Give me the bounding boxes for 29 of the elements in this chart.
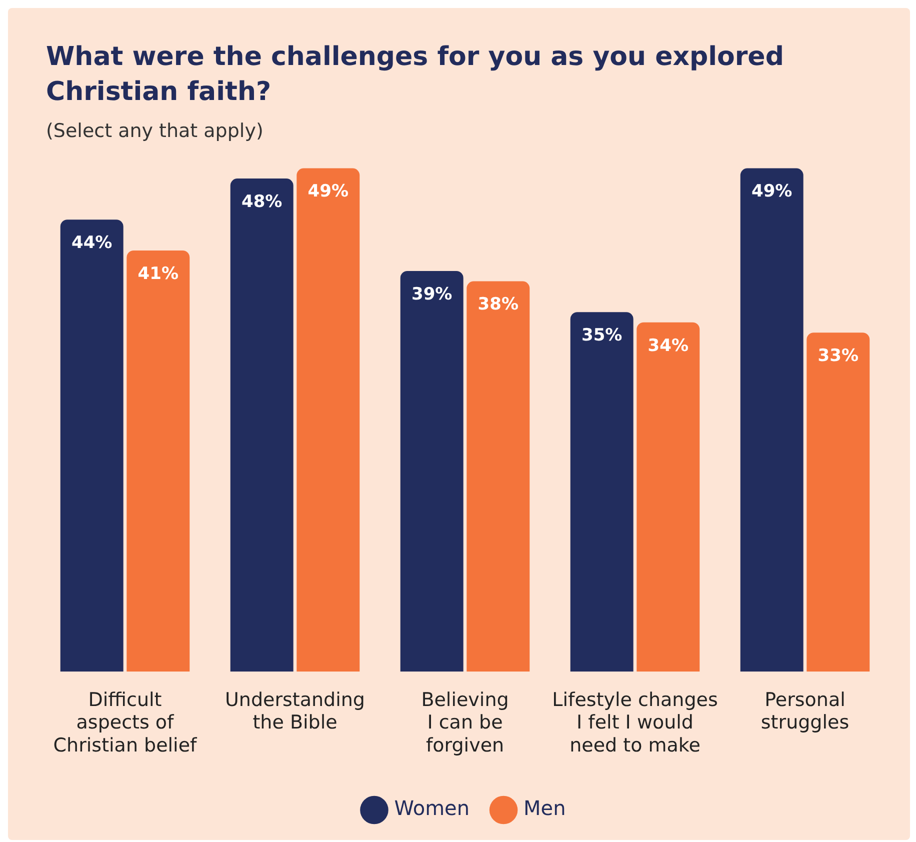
x-tick-label: Personal struggles	[760, 688, 850, 734]
data-label: 41%	[138, 264, 178, 284]
bar	[570, 312, 634, 672]
chart-subtitle: (Select any that apply)	[46, 120, 264, 142]
data-label: 34%	[648, 336, 688, 356]
x-tick-label: Difficult aspects of Christian belief	[53, 688, 198, 757]
bar	[60, 220, 124, 672]
bar	[400, 270, 464, 672]
data-label: 49%	[308, 182, 348, 202]
bar	[636, 322, 700, 672]
data-label: 44%	[72, 233, 112, 254]
x-tick-label: Understanding the Bible	[225, 688, 365, 734]
bar	[806, 332, 870, 672]
data-label: 48%	[242, 192, 282, 212]
data-label: 35%	[582, 326, 622, 346]
bar	[466, 281, 530, 672]
legend-label: Women	[394, 796, 470, 820]
bar	[126, 250, 190, 672]
x-tick-label: Lifestyle changes I felt I would need to make	[552, 688, 718, 757]
legend-label: Men	[524, 796, 566, 820]
bar	[296, 168, 360, 672]
data-label: 38%	[478, 294, 518, 315]
bar	[230, 178, 294, 672]
bar	[740, 168, 804, 672]
x-tick-label: Believing I can be forgiven	[421, 688, 509, 757]
data-label: 33%	[818, 346, 858, 366]
data-label: 49%	[752, 182, 792, 202]
chart-title: What were the challenges for you as you explored Christian faith?	[46, 41, 785, 109]
data-label: 39%	[412, 284, 452, 304]
